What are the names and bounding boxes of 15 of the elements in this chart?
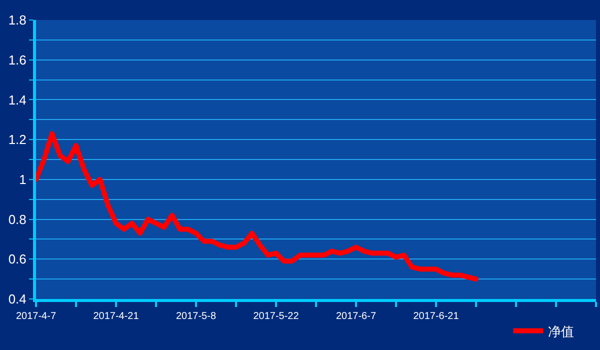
x-tick-label: 2017-4-21	[93, 311, 140, 322]
y-tick-label: 0.6	[8, 252, 26, 267]
x-tick-label: 2017-5-22	[253, 311, 300, 322]
x-tick-label: 2017-5-8	[176, 311, 216, 322]
y-tick-label: 0.8	[8, 212, 26, 227]
y-tick-label: 0.4	[8, 292, 26, 307]
legend-label: 净值	[548, 324, 574, 339]
x-tick-label: 2017-6-7	[336, 311, 376, 322]
y-tick-label: 1.4	[8, 92, 26, 108]
y-tick-label: 1.6	[8, 52, 26, 68]
y-tick-label: 1	[19, 172, 26, 187]
y-tick-label: 1.2	[8, 132, 26, 148]
x-tick-label: 2017-4-7	[16, 311, 56, 322]
x-tick-label: 2017-6-21	[413, 311, 460, 322]
y-tick-label: 1.8	[8, 12, 26, 28]
